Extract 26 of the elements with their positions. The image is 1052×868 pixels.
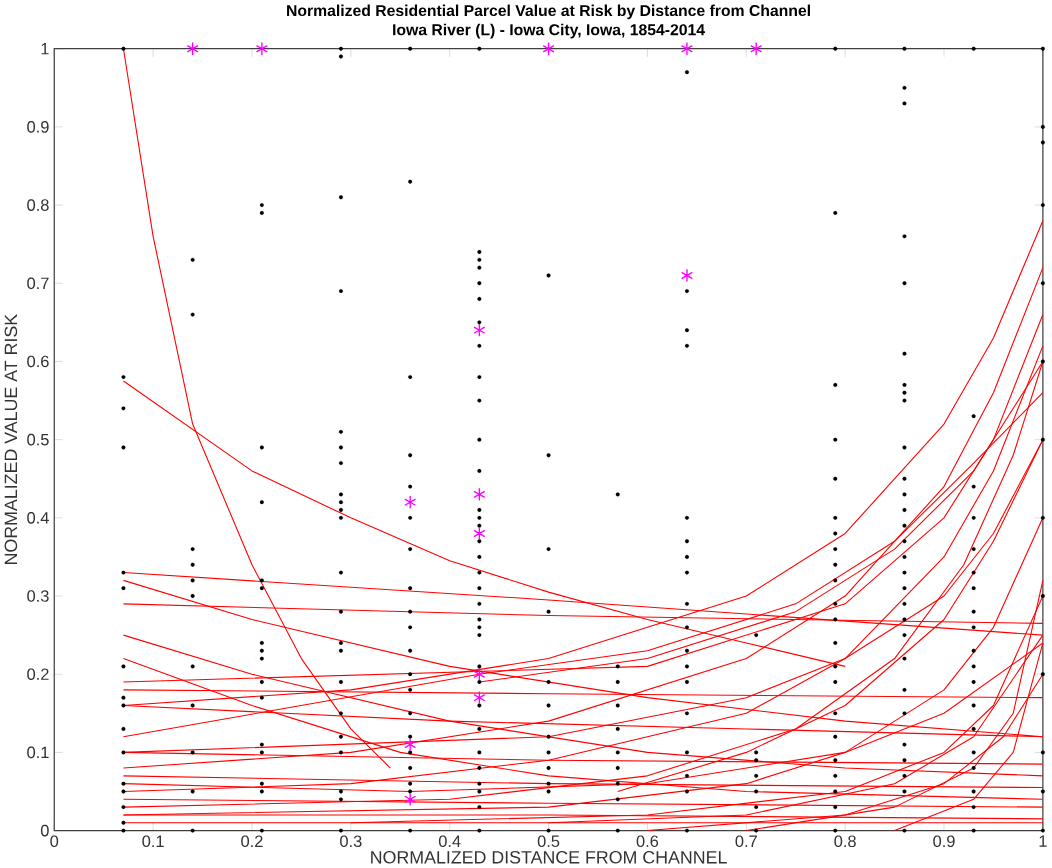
x-tick-label: 0.4 bbox=[438, 835, 461, 847]
x-tick-label: 0.7 bbox=[735, 835, 757, 847]
y-tick-label: 1 bbox=[41, 43, 49, 55]
chart-title: Normalized Residential Parcel Value at Risk by Distance from Channel bbox=[287, 4, 810, 20]
x-tick-label: 0.2 bbox=[241, 835, 263, 847]
y-tick-label: 0.2 bbox=[27, 668, 49, 680]
x-tick-label: 1 bbox=[1039, 835, 1047, 847]
y-axis-title: NORMALIZED VALUE AT RISK bbox=[4, 314, 18, 564]
x-axis-title: NORMALIZED DISTANCE FROM CHANNEL bbox=[371, 850, 727, 864]
x-tick-label: 0.3 bbox=[340, 835, 362, 847]
y-tick-label: 0.5 bbox=[27, 433, 49, 446]
x-tick-label: 0 bbox=[50, 835, 59, 847]
y-tick-label: 0.4 bbox=[27, 511, 49, 524]
y-tick-label: 0.9 bbox=[27, 121, 49, 133]
y-tick-label: 0 bbox=[40, 824, 49, 837]
y-tick-label: 0.3 bbox=[27, 590, 49, 602]
x-tick-label: 0.6 bbox=[636, 835, 659, 847]
x-tick-label: 0.8 bbox=[834, 835, 856, 847]
chart-subtitle: Iowa River (L) - Iowa City, Iowa, 1854-2014 bbox=[393, 23, 705, 39]
y-tick-label: 0.6 bbox=[27, 355, 49, 368]
x-tick-label: 0.9 bbox=[933, 835, 955, 847]
y-tick-label: 0.8 bbox=[27, 199, 49, 211]
y-tick-label: 0.7 bbox=[27, 277, 49, 290]
x-tick-label: 0.1 bbox=[142, 835, 164, 847]
x-tick-label: 0.5 bbox=[537, 835, 560, 847]
y-tick-label: 0.1 bbox=[27, 746, 49, 759]
